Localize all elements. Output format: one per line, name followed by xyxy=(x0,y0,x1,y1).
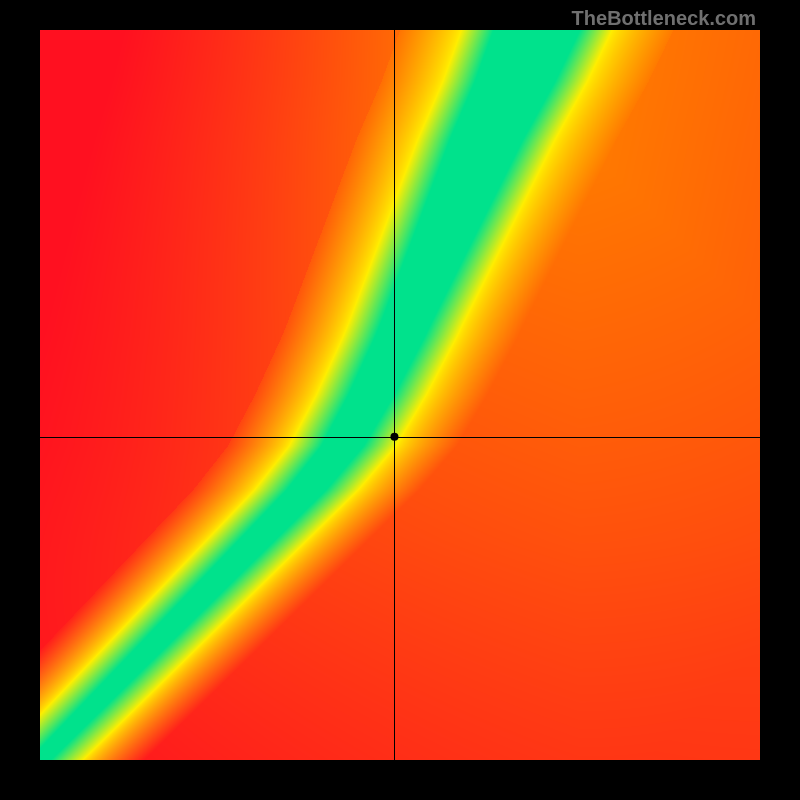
watermark-text: TheBottleneck.com xyxy=(572,8,756,31)
heatmap-canvas xyxy=(40,30,760,760)
chart-container: TheBottleneck.com xyxy=(0,0,800,800)
